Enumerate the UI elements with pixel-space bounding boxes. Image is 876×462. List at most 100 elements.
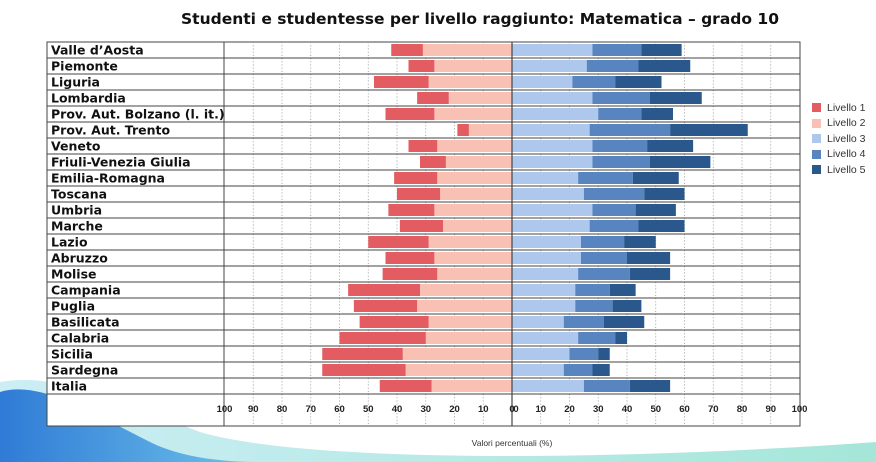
- bar-livello-4: [592, 204, 636, 216]
- bar-livello-2: [437, 172, 512, 184]
- bar-livello-3: [512, 44, 593, 56]
- bar-livello-4: [592, 92, 650, 104]
- region-label: Puglia: [51, 299, 95, 314]
- bar-livello-3: [512, 300, 576, 312]
- bar-livello-1: [399, 220, 443, 232]
- bar-livello-2: [420, 284, 512, 296]
- legend-item: Livello 5: [812, 162, 866, 178]
- bar-livello-2: [428, 316, 512, 328]
- bar-livello-3: [512, 172, 579, 184]
- region-label: Basilicata: [51, 315, 120, 330]
- x-tick-label-left: 80: [277, 404, 288, 415]
- bar-livello-2: [405, 364, 512, 376]
- x-tick-label-right: 90: [765, 404, 776, 415]
- x-tick-label-right: 60: [679, 404, 690, 415]
- bar-livello-2: [428, 76, 512, 88]
- bar-livello-4: [598, 108, 642, 120]
- x-tick-label-right: 80: [737, 404, 748, 415]
- bar-livello-3: [512, 268, 579, 280]
- bar-livello-1: [359, 316, 429, 328]
- bar-livello-2: [468, 124, 512, 136]
- bar-livello-3: [512, 316, 564, 328]
- region-label: Molise: [51, 267, 97, 282]
- bar-livello-1: [379, 380, 432, 392]
- bar-livello-4: [581, 252, 627, 264]
- legend-item: Livello 4: [812, 147, 866, 163]
- bar-livello-2: [434, 108, 512, 120]
- bar-livello-3: [512, 380, 584, 392]
- bar-livello-2: [434, 252, 512, 264]
- region-label: Abruzzo: [51, 251, 108, 266]
- legend-label: Livello 2: [827, 117, 866, 130]
- bar-livello-4: [592, 156, 650, 168]
- bar-livello-2: [431, 380, 512, 392]
- bar-livello-1: [374, 76, 429, 88]
- bar-livello-3: [512, 76, 573, 88]
- bar-livello-4: [575, 284, 610, 296]
- bar-livello-3: [512, 348, 570, 360]
- bar-livello-5: [592, 364, 610, 376]
- x-tick-label-right: 0: [513, 404, 518, 415]
- bar-livello-1: [408, 60, 435, 72]
- bar-livello-4: [589, 124, 671, 136]
- bar-livello-2: [437, 140, 512, 152]
- bar-livello-3: [512, 236, 581, 248]
- bar-livello-4: [583, 188, 645, 200]
- x-tick-label-left: 70: [305, 404, 316, 415]
- bar-livello-5: [644, 188, 685, 200]
- region-label: Prov. Aut. Bolzano (l. it.): [51, 107, 225, 122]
- bar-livello-4: [592, 140, 648, 152]
- region-label: Veneto: [51, 139, 101, 154]
- x-tick-label-right: 70: [708, 404, 719, 415]
- bar-livello-1: [322, 364, 406, 376]
- bar-livello-4: [569, 348, 599, 360]
- region-label: Sicilia: [51, 347, 93, 362]
- bar-livello-1: [385, 252, 435, 264]
- bar-livello-5: [647, 140, 694, 152]
- x-tick-label-right: 20: [564, 404, 575, 415]
- x-tick-label-left: 0: [509, 404, 514, 415]
- chart-title: Studenti e studentesse per livello raggi…: [181, 10, 779, 28]
- legend-label: Livello 4: [827, 148, 866, 161]
- x-tick-label-left: 60: [334, 404, 345, 415]
- bar-livello-2: [443, 220, 512, 232]
- region-label: Campania: [51, 283, 121, 298]
- bar-livello-3: [512, 92, 593, 104]
- region-label: Emilia-Romagna: [51, 171, 165, 186]
- bar-livello-2: [402, 348, 512, 360]
- bar-livello-5: [650, 92, 702, 104]
- bar-livello-1: [339, 332, 426, 344]
- legend-swatch: [812, 103, 821, 113]
- bar-livello-4: [581, 236, 625, 248]
- region-label: Sardegna: [51, 363, 118, 378]
- bar-livello-5: [612, 300, 642, 312]
- bar-livello-1: [397, 188, 441, 200]
- bar-livello-2: [422, 44, 512, 56]
- region-label: Lombardia: [51, 91, 126, 106]
- region-label: Piemonte: [51, 59, 118, 74]
- x-tick-label-left: 50: [363, 404, 374, 415]
- bar-livello-1: [348, 284, 420, 296]
- bar-livello-5: [670, 124, 748, 136]
- legend-swatch: [812, 134, 821, 144]
- bar-livello-4: [563, 364, 593, 376]
- bar-livello-5: [650, 156, 711, 168]
- bar-livello-1: [457, 124, 469, 136]
- x-tick-label-right: 100: [792, 404, 808, 415]
- bar-livello-1: [353, 300, 418, 312]
- x-tick-label-right: 10: [535, 404, 546, 415]
- bar-livello-5: [615, 76, 662, 88]
- bar-livello-4: [589, 220, 639, 232]
- bar-livello-1: [408, 140, 438, 152]
- bar-livello-2: [448, 92, 512, 104]
- bar-livello-1: [420, 156, 446, 168]
- bar-livello-1: [368, 236, 429, 248]
- x-tick-label-right: 50: [650, 404, 661, 415]
- bar-livello-1: [417, 92, 449, 104]
- bar-livello-5: [629, 380, 671, 392]
- legend-item: Livello 2: [812, 116, 866, 132]
- bar-livello-4: [578, 268, 630, 280]
- region-label: Italia: [51, 379, 87, 394]
- bar-livello-5: [638, 60, 691, 72]
- x-tick-label-left: 20: [449, 404, 460, 415]
